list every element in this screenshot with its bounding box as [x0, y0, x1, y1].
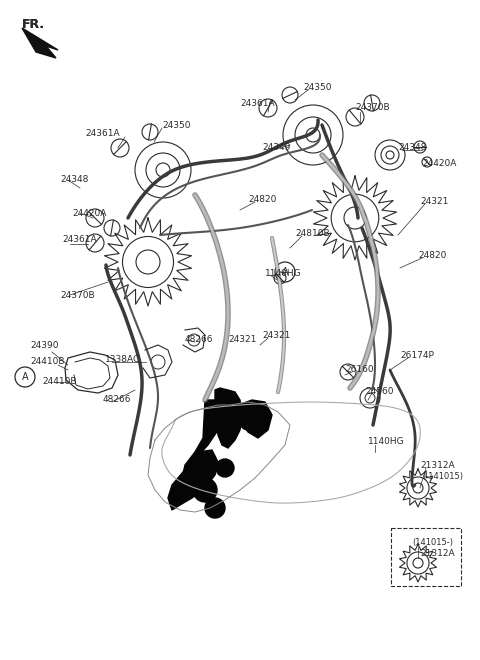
Text: 48266: 48266	[103, 395, 132, 405]
Text: 24560: 24560	[365, 387, 394, 397]
Text: 24321: 24321	[262, 331, 290, 339]
Text: 24361A: 24361A	[240, 98, 275, 108]
Text: 24370B: 24370B	[355, 104, 390, 112]
Bar	[391, 528, 461, 586]
Polygon shape	[215, 388, 242, 448]
Text: FR.: FR.	[22, 18, 45, 31]
Text: 24370B: 24370B	[60, 290, 95, 300]
Text: 24348: 24348	[60, 176, 88, 185]
Text: 24410B: 24410B	[42, 378, 76, 387]
Text: (141015-): (141015-)	[412, 539, 453, 548]
Text: 24820: 24820	[248, 195, 276, 205]
Circle shape	[240, 414, 256, 430]
Text: 24820: 24820	[418, 251, 446, 259]
Text: 24420A: 24420A	[422, 158, 456, 168]
Text: 24350: 24350	[162, 121, 191, 129]
Polygon shape	[182, 400, 222, 478]
Text: 24361A: 24361A	[85, 129, 120, 137]
Circle shape	[205, 498, 225, 518]
Text: 24810B: 24810B	[295, 228, 330, 238]
Text: 24348: 24348	[398, 143, 426, 152]
Text: 24420A: 24420A	[72, 209, 107, 218]
Text: 26174P: 26174P	[400, 350, 434, 360]
Text: (-141015): (-141015)	[422, 473, 463, 482]
Text: 1140HG: 1140HG	[368, 438, 405, 447]
Text: 24349: 24349	[262, 143, 290, 152]
Text: 24390: 24390	[30, 341, 59, 350]
Polygon shape	[238, 400, 272, 438]
Text: 24321: 24321	[420, 197, 448, 207]
Text: 1140HG: 1140HG	[265, 269, 301, 277]
Text: 24410B: 24410B	[30, 358, 64, 366]
Polygon shape	[168, 450, 218, 510]
Text: 1338AC: 1338AC	[105, 356, 140, 364]
Text: 21312A: 21312A	[420, 461, 455, 469]
Text: 24321: 24321	[228, 335, 256, 345]
Polygon shape	[22, 28, 58, 58]
Text: A: A	[22, 372, 28, 382]
Text: 26160: 26160	[345, 366, 373, 374]
Text: A: A	[282, 267, 288, 277]
Text: 24361A: 24361A	[62, 236, 96, 244]
Text: FR.: FR.	[22, 18, 45, 31]
Text: 48266: 48266	[185, 335, 214, 345]
Circle shape	[193, 478, 217, 502]
Text: 21312A: 21312A	[420, 550, 455, 558]
Circle shape	[216, 459, 234, 477]
Text: 24350: 24350	[303, 84, 332, 92]
